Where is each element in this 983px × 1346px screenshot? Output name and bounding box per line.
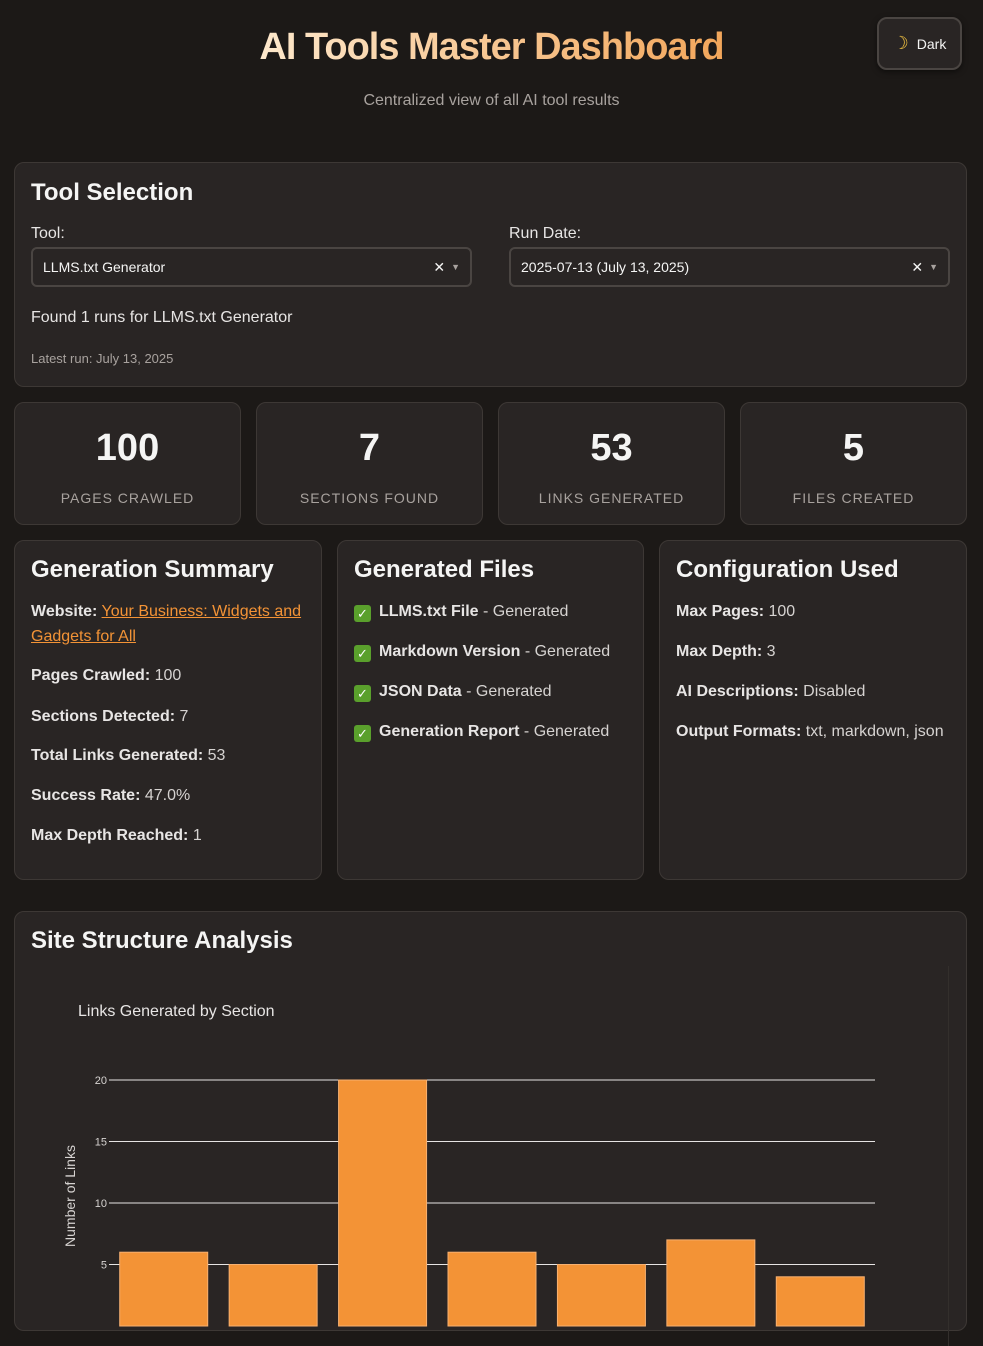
found-runs-text: Found 1 runs for LLMS.txt Generator: [31, 309, 293, 326]
generated-files-title: Generated Files: [354, 556, 535, 583]
file-item: ✓ Generation Report - Generated: [354, 719, 631, 744]
tool-selection-title: Tool Selection: [31, 179, 194, 206]
bar: [556, 1264, 646, 1327]
page-title: AI Tools Master Dashboard: [259, 26, 724, 68]
run-date-select[interactable]: 2025-07-13 (July 13, 2025) ✕ ▼: [509, 247, 950, 287]
stat-links-generated: 53 LINKS GENERATED: [498, 402, 725, 525]
config-item: AI Descriptions: Disabled: [676, 683, 866, 700]
generation-summary-card: Generation Summary Website: Your Busines…: [14, 540, 322, 880]
theme-toggle-button[interactable]: ☽ Dark: [877, 17, 962, 70]
bar: [775, 1276, 865, 1327]
chevron-down-icon[interactable]: ▼: [929, 262, 938, 272]
stat-pages-crawled: 100 PAGES CRAWLED: [14, 402, 241, 525]
latest-run-text: Latest run: July 13, 2025: [31, 351, 174, 366]
tool-selection-card: Tool Selection Tool: LLMS.txt Generator ✕…: [14, 162, 967, 387]
bar: [228, 1264, 318, 1327]
bar: [666, 1239, 756, 1327]
run-date-label: Run Date:: [509, 225, 582, 242]
generation-summary-title: Generation Summary: [31, 556, 274, 583]
summary-item: Sections Detected: 7: [31, 708, 189, 725]
y-tick-label: 10: [95, 1198, 107, 1210]
summary-item: Success Rate: 47.0%: [31, 787, 191, 804]
y-tick-label: 15: [95, 1137, 107, 1149]
stat-files-created: 5 FILES CREATED: [740, 402, 967, 525]
bar: [119, 1251, 209, 1327]
chevron-down-icon[interactable]: ▼: [451, 262, 460, 272]
bar: [447, 1251, 537, 1327]
moon-icon: ☽: [892, 33, 909, 53]
check-icon: ✓: [354, 725, 371, 742]
website-row: Website: Your Business: Widgets and Gadg…: [31, 603, 302, 645]
website-link[interactable]: Your Business: Widgets and Gadgets for A…: [31, 603, 302, 645]
generated-files-card: Generated Files ✓ LLMS.txt File - Generat…: [337, 540, 644, 880]
clear-icon[interactable]: ✕: [433, 258, 446, 275]
chart-title: Links Generated by Section: [78, 1003, 275, 1020]
check-icon: ✓: [354, 605, 371, 622]
y-tick-label: 5: [101, 1260, 107, 1272]
y-axis-label: Number of Links: [62, 1145, 78, 1247]
check-icon: ✓: [354, 685, 371, 702]
page-subtitle: Centralized view of all AI tool results: [363, 92, 620, 109]
site-structure-title: Site Structure Analysis: [31, 927, 293, 954]
config-item: Max Depth: 3: [676, 643, 776, 660]
configuration-card: Configuration Used Max Pages: 100 Max De…: [659, 540, 967, 880]
configuration-title: Configuration Used: [676, 556, 899, 583]
bar-chart: 5 10 15 20 Number of Links: [62, 1075, 875, 1327]
y-tick-label: 20: [95, 1075, 107, 1087]
clear-icon[interactable]: ✕: [911, 258, 924, 275]
stat-sections-found: 7 SECTIONS FOUND: [256, 402, 483, 525]
site-structure-card: Site Structure Analysis Links Generated …: [14, 911, 967, 1346]
config-item: Max Pages: 100: [676, 603, 796, 620]
tool-select[interactable]: LLMS.txt Generator ✕ ▼: [31, 247, 472, 287]
chart-container: [31, 966, 949, 1346]
config-item: Output Formats: txt, markdown, json: [676, 723, 944, 740]
summary-item: Total Links Generated: 53: [31, 747, 226, 764]
file-item: ✓ JSON Data - Generated: [354, 679, 631, 704]
file-item: ✓ Markdown Version - Generated: [354, 639, 631, 664]
check-icon: ✓: [354, 645, 371, 662]
summary-item: Pages Crawled: 100: [31, 667, 182, 684]
file-item: ✓ LLMS.txt File - Generated: [354, 599, 631, 624]
summary-item: Max Depth Reached: 1: [31, 827, 202, 844]
tool-label: Tool:: [31, 225, 65, 242]
bar: [338, 1079, 428, 1327]
